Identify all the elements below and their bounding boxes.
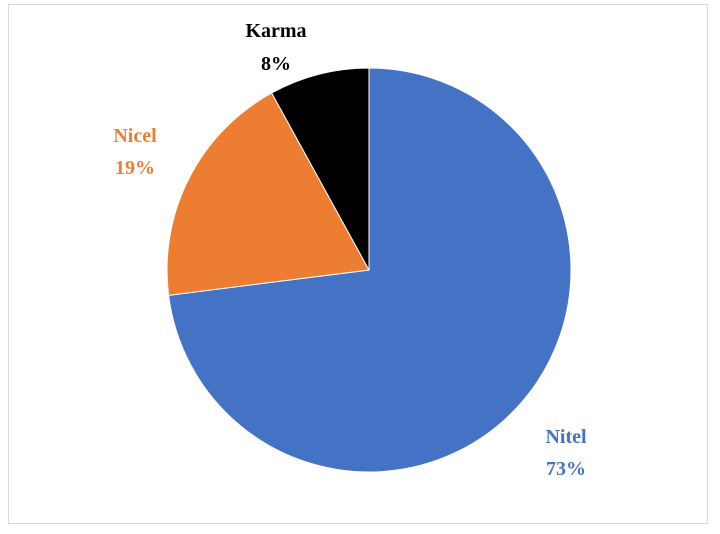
slice-label-name-nitel: Nitel bbox=[545, 426, 587, 448]
pie-slice-karma bbox=[271, 67, 370, 271]
pie-slices bbox=[166, 67, 572, 473]
slice-label-value-karma: 8% bbox=[261, 53, 291, 75]
slice-label-value-nicel: 19% bbox=[115, 157, 155, 179]
pie-labels: Nitel 73% Nicel 19% Karma 8% bbox=[113, 20, 587, 480]
pie-slice-nicel bbox=[166, 92, 370, 296]
slice-label-name-karma: Karma bbox=[245, 20, 306, 42]
pie-slice-nitel bbox=[168, 67, 572, 473]
slice-label-name-nicel: Nicel bbox=[113, 125, 157, 147]
slice-label-value-nitel: 73% bbox=[546, 458, 586, 480]
